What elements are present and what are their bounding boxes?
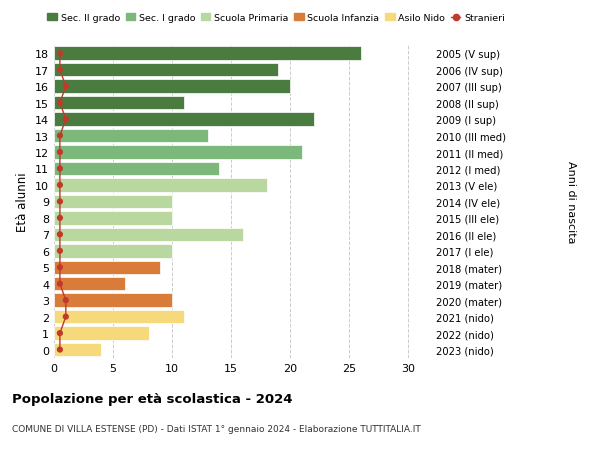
Bar xyxy=(54,294,172,307)
Point xyxy=(55,330,65,337)
Point xyxy=(55,215,65,222)
Bar xyxy=(54,277,125,291)
Text: COMUNE DI VILLA ESTENSE (PD) - Dati ISTAT 1° gennaio 2024 - Elaborazione TUTTITA: COMUNE DI VILLA ESTENSE (PD) - Dati ISTA… xyxy=(12,425,421,434)
Bar xyxy=(54,310,184,324)
Point xyxy=(61,297,71,304)
Bar xyxy=(54,245,172,258)
Point xyxy=(61,116,71,123)
Text: Popolazione per età scolastica - 2024: Popolazione per età scolastica - 2024 xyxy=(12,392,293,405)
Bar xyxy=(54,195,172,209)
Bar xyxy=(54,64,278,77)
Bar xyxy=(54,129,208,143)
Y-axis label: Anni di nascita: Anni di nascita xyxy=(566,161,575,243)
Bar xyxy=(54,261,160,274)
Point xyxy=(55,231,65,239)
Point xyxy=(55,100,65,107)
Point xyxy=(55,198,65,206)
Bar xyxy=(54,146,302,159)
Bar xyxy=(54,212,172,225)
Bar xyxy=(54,113,314,127)
Bar xyxy=(54,327,149,340)
Legend: Sec. II grado, Sec. I grado, Scuola Primaria, Scuola Infanzia, Asilo Nido, Stran: Sec. II grado, Sec. I grado, Scuola Prim… xyxy=(44,10,509,27)
Bar xyxy=(54,179,266,192)
Bar xyxy=(54,80,290,94)
Point xyxy=(55,182,65,189)
Point xyxy=(55,264,65,271)
Bar xyxy=(54,47,361,61)
Point xyxy=(55,165,65,173)
Point xyxy=(55,149,65,157)
Point xyxy=(55,67,65,74)
Point xyxy=(61,83,71,90)
Bar xyxy=(54,97,184,110)
Point xyxy=(61,313,71,321)
Bar xyxy=(54,228,243,241)
Point xyxy=(55,346,65,353)
Point xyxy=(55,133,65,140)
Y-axis label: Età alunni: Età alunni xyxy=(16,172,29,232)
Point xyxy=(55,247,65,255)
Bar xyxy=(54,343,101,357)
Point xyxy=(55,50,65,58)
Point xyxy=(55,280,65,288)
Bar xyxy=(54,162,220,176)
